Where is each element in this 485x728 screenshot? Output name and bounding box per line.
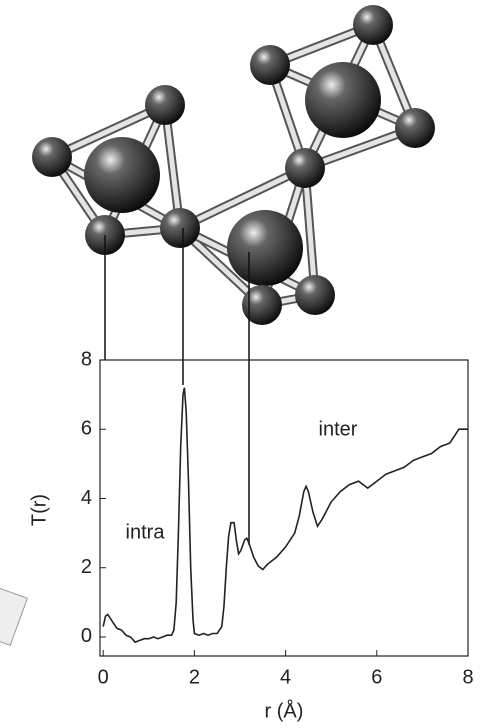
annotation: inter: [319, 418, 358, 440]
atoms: [32, 5, 435, 325]
connectors: [104, 228, 250, 545]
small-atom: [160, 208, 200, 248]
x-tick-label: 4: [280, 666, 291, 688]
y-tick-label: 0: [81, 625, 92, 647]
small-atom: [250, 45, 290, 85]
small-atom: [32, 137, 72, 177]
bond: [162, 102, 183, 231]
x-tick-label: 8: [462, 666, 473, 688]
y-tick-label: 6: [81, 418, 92, 440]
y-tick-label: 2: [81, 556, 92, 578]
x-axis-label: r (Å): [265, 699, 304, 722]
small-atom: [395, 108, 435, 148]
x-tick-label: 6: [371, 666, 382, 688]
bond: [49, 102, 168, 160]
molecule: [0, 5, 435, 646]
bond: [302, 165, 318, 298]
y-tick-label: 8: [81, 348, 92, 370]
annotation: intra: [126, 521, 166, 543]
large-atom: [84, 137, 160, 213]
small-atom: [353, 5, 393, 45]
large-atom: [305, 62, 381, 138]
x-tick-label: 0: [98, 666, 109, 688]
bond: [177, 165, 308, 231]
small-atom: [145, 85, 185, 125]
fragment: [0, 584, 28, 646]
small-atom: [285, 148, 325, 188]
small-atom: [295, 275, 335, 315]
large-atom: [227, 210, 303, 286]
data-line: [102, 387, 468, 644]
small-atom: [242, 285, 282, 325]
x-tick-label: 2: [189, 666, 200, 688]
y-axis-label: T(r): [28, 494, 50, 526]
y-tick-label: 4: [81, 487, 92, 509]
plot-frame: [99, 359, 469, 657]
